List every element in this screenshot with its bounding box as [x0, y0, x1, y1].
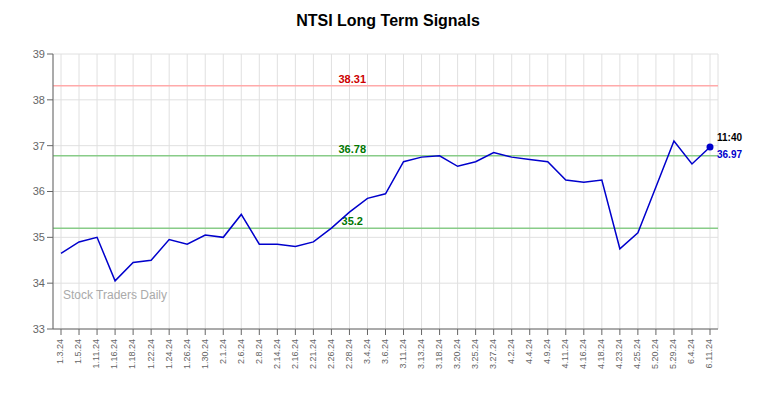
html-text:Stock Traders Daily: Stock Traders Daily [63, 287, 167, 302]
svg-text:4.16.24: 4.16.24 [578, 339, 588, 369]
svg-text:1.22.24: 1.22.24 [146, 339, 156, 369]
svg-text:5.29.24: 5.29.24 [668, 339, 678, 369]
svg-text:36.97: 36.97 [717, 149, 742, 160]
svg-text:2.1.24: 2.1.24 [218, 339, 228, 364]
svg-text:3.6.24: 3.6.24 [380, 339, 390, 364]
svg-text:2.28.24: 2.28.24 [344, 339, 354, 369]
svg-text:37: 37 [33, 140, 45, 152]
svg-text:3.25.24: 3.25.24 [470, 339, 480, 369]
svg-text:4.4.24: 4.4.24 [524, 339, 534, 364]
svg-text:1.26.24: 1.26.24 [182, 339, 192, 369]
svg-text:3.13.24: 3.13.24 [416, 339, 426, 369]
svg-text:4.9.24: 4.9.24 [542, 339, 552, 364]
svg-text:3.20.24: 3.20.24 [452, 339, 462, 369]
svg-text:6.4.24: 6.4.24 [686, 339, 696, 364]
svg-text:4.25.24: 4.25.24 [632, 339, 642, 369]
svg-text:3.11.24: 3.11.24 [398, 339, 408, 368]
svg-text:36.78: 36.78 [338, 143, 366, 155]
svg-text:35.2: 35.2 [341, 215, 363, 228]
svg-text:4.2.24: 4.2.24 [506, 339, 516, 364]
svg-text:2.6.24: 2.6.24 [236, 339, 246, 364]
svg-text:1.24.24: 1.24.24 [164, 339, 174, 369]
svg-text:6.11.24: 6.11.24 [704, 339, 714, 368]
svg-text:2.14.24: 2.14.24 [272, 339, 282, 369]
svg-text:4.18.24: 4.18.24 [596, 339, 606, 369]
svg-text:1.3.24: 1.3.24 [55, 339, 65, 364]
svg-text:38.31: 38.31 [338, 73, 366, 85]
svg-text:36: 36 [33, 185, 45, 197]
svg-text:2.26.24: 2.26.24 [326, 339, 336, 369]
svg-text:3.27.24: 3.27.24 [488, 339, 498, 369]
svg-text:1.5.24: 1.5.24 [73, 339, 83, 364]
svg-text:35: 35 [33, 231, 45, 243]
svg-text:1.18.24: 1.18.24 [128, 339, 138, 369]
html-text:NTSI Long Term Signals: NTSI Long Term Signals [296, 12, 480, 29]
svg-text:1.11.24: 1.11.24 [91, 339, 101, 368]
svg-text:38: 38 [33, 94, 45, 106]
svg-text:3.4.24: 3.4.24 [362, 339, 372, 364]
svg-text:1.30.24: 1.30.24 [200, 339, 210, 369]
svg-text:4.23.24: 4.23.24 [614, 339, 624, 369]
svg-text:39: 39 [33, 48, 45, 60]
svg-text:34: 34 [33, 277, 45, 289]
svg-text:1.16.24: 1.16.24 [109, 339, 119, 369]
svg-text:4.11.24: 4.11.24 [560, 339, 570, 368]
svg-text:3.18.24: 3.18.24 [434, 339, 444, 369]
svg-text:2.21.24: 2.21.24 [308, 339, 318, 369]
svg-text:2.8.24: 2.8.24 [254, 339, 264, 364]
svg-text:11:40: 11:40 [717, 132, 742, 143]
svg-text:5.20.24: 5.20.24 [650, 339, 660, 369]
svg-text:2.16.24: 2.16.24 [290, 339, 300, 369]
svg-text:33: 33 [33, 323, 45, 335]
